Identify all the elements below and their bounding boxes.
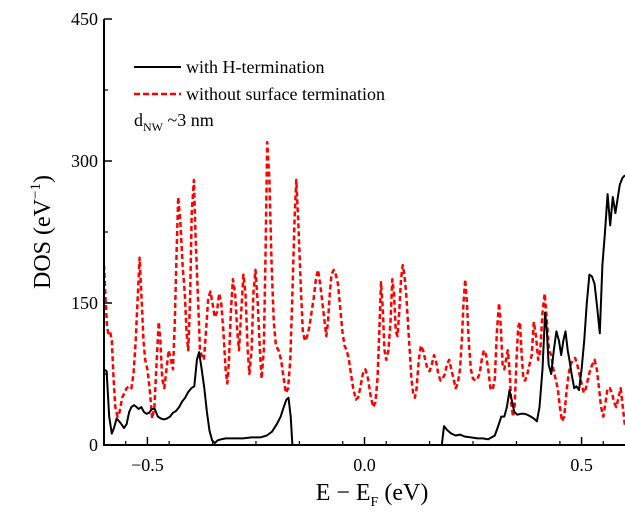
y-tick-label: 150: [71, 293, 98, 313]
series-layer: [104, 140, 625, 445]
x-tick-label: 0.5: [570, 455, 593, 475]
annotation-tail: ~3 nm: [163, 110, 214, 130]
series-line-h-termination: [104, 174, 625, 445]
annotation-main: d: [134, 110, 143, 130]
x-axis-title-tail: (eV): [378, 480, 428, 506]
x-tick-label: −0.5: [131, 455, 164, 475]
annotation-diameter: dNW ~3 nm: [134, 110, 214, 134]
x-tick-label: 0.0: [353, 455, 376, 475]
y-tick-label: 0: [89, 435, 98, 455]
y-tick-label: 450: [71, 9, 98, 29]
y-tick-label: 300: [71, 151, 98, 171]
annotation-sub: NW: [143, 120, 164, 134]
y-axis-title-sup: −1: [28, 183, 44, 199]
x-axis-title-main: E − E: [316, 480, 371, 506]
x-axis-title: E − EF (eV): [316, 480, 429, 510]
legend: with H-termination without surface termi…: [134, 57, 385, 134]
y-axis-title-tail: ): [30, 175, 56, 183]
series-line-no-termination: [104, 140, 625, 427]
legend-label-no-termination: without surface termination: [186, 84, 385, 104]
x-axis-title-sub: F: [371, 495, 379, 510]
tick-layer: −0.5 0.0 0.5 0 150 300 450: [71, 9, 604, 475]
y-axis-title: DOS (eV−1): [28, 175, 56, 289]
legend-label-h-termination: with H-termination: [186, 57, 324, 77]
y-axis-title-main: DOS (eV: [30, 198, 56, 289]
